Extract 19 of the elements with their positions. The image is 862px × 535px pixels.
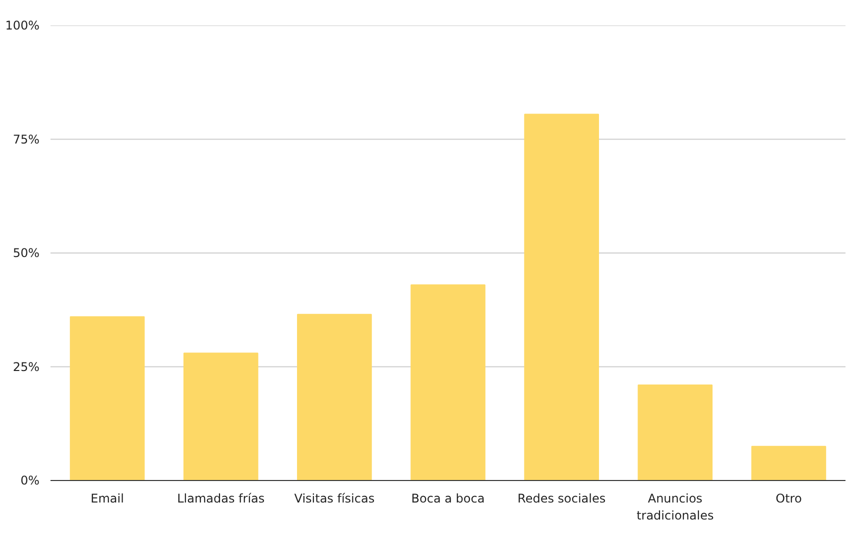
bar (638, 384, 713, 480)
y-tick-label: 50% (12, 246, 40, 260)
bar (751, 446, 826, 480)
x-tick-label: Llamadas frías (177, 492, 265, 506)
x-tick-label: Visitas físicas (294, 492, 375, 506)
bar (297, 314, 372, 480)
x-tick-label: Anuncios tradicionales (636, 492, 714, 522)
y-tick-label: 25% (12, 360, 40, 374)
bar (183, 352, 258, 480)
x-tick-label: Redes sociales (518, 492, 606, 506)
bar (410, 284, 486, 480)
y-tick-label: 100% (5, 18, 40, 32)
x-tick-label: Otro (776, 492, 802, 506)
y-tick-label: 0% (20, 474, 40, 488)
bar (70, 316, 145, 480)
bar (524, 114, 599, 480)
x-tick-label: Boca a boca (411, 492, 485, 506)
x-tick-label: Email (90, 492, 124, 506)
y-tick-label: 75% (12, 132, 40, 146)
